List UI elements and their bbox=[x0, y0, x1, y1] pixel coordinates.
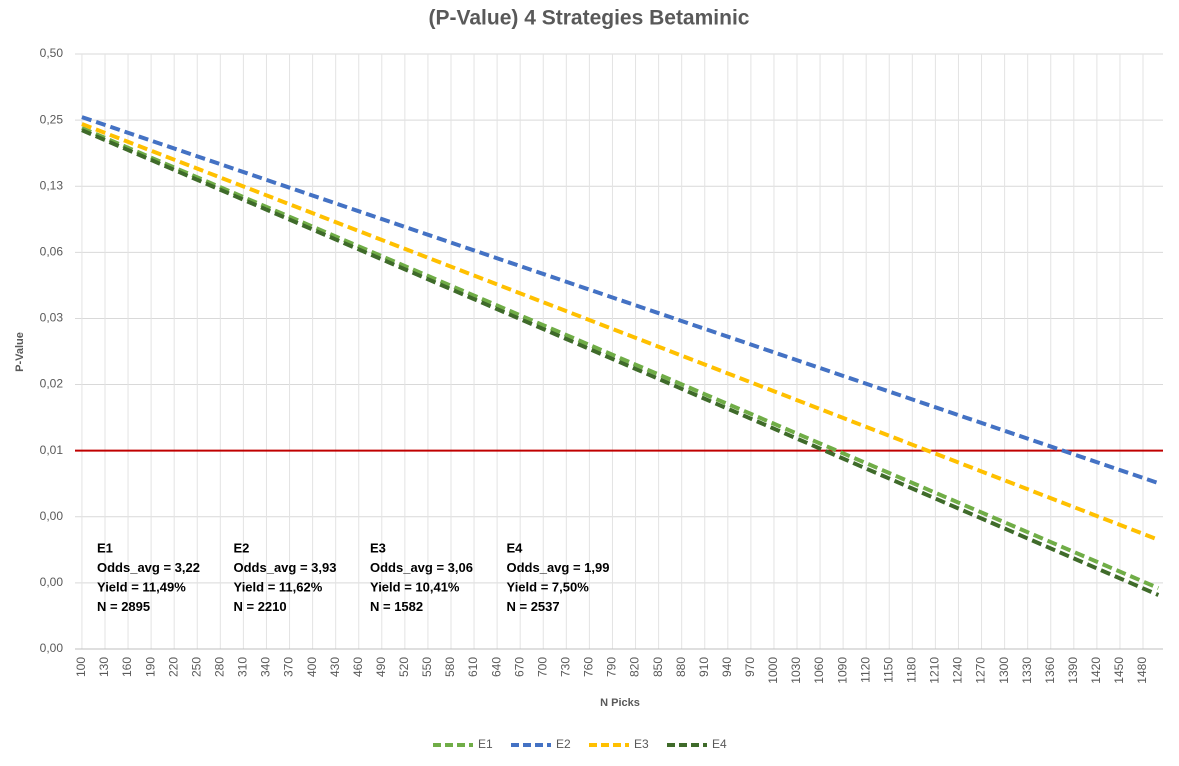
x-tick-label: 1090 bbox=[835, 657, 849, 684]
annotation: Odds_avg = 3,06 bbox=[370, 560, 473, 575]
x-tick-label: 100 bbox=[74, 657, 88, 677]
x-tick-label: 490 bbox=[374, 657, 388, 677]
x-tick-label: 670 bbox=[512, 657, 526, 677]
x-tick-label: 820 bbox=[628, 657, 642, 677]
y-axis-label: P-Value bbox=[14, 332, 26, 372]
y-tick-label: 0,01 bbox=[40, 443, 64, 457]
x-tick-label: 310 bbox=[236, 657, 250, 677]
y-tick-label: 0,00 bbox=[40, 509, 64, 523]
x-tick-label: 1210 bbox=[928, 657, 942, 684]
annotation: E2 bbox=[234, 540, 250, 555]
y-tick-label: 0,00 bbox=[40, 641, 64, 655]
x-tick-label: 130 bbox=[97, 657, 111, 677]
x-tick-label: 1390 bbox=[1066, 657, 1080, 684]
y-tick-label: 0,00 bbox=[40, 575, 64, 589]
x-tick-label: 940 bbox=[720, 657, 734, 677]
x-tick-label: 1120 bbox=[858, 657, 872, 683]
annotation: N = 2895 bbox=[97, 599, 150, 614]
y-tick-label: 0,03 bbox=[40, 311, 64, 325]
x-tick-label: 280 bbox=[212, 657, 226, 677]
x-tick-label: 610 bbox=[466, 657, 480, 677]
x-tick-label: 1030 bbox=[789, 657, 803, 684]
y-tick-label: 0,25 bbox=[40, 112, 64, 126]
x-tick-label: 460 bbox=[351, 657, 365, 677]
annotation: E1 bbox=[97, 540, 113, 555]
annotation: N = 2537 bbox=[507, 599, 560, 614]
annotation: Odds_avg = 1,99 bbox=[507, 560, 610, 575]
x-tick-label: 550 bbox=[420, 657, 434, 677]
x-axis-label: N Picks bbox=[600, 697, 640, 709]
x-tick-label: 1060 bbox=[812, 657, 826, 684]
annotation: E4 bbox=[507, 540, 524, 555]
annotation: N = 1582 bbox=[370, 599, 423, 614]
x-tick-label: 850 bbox=[651, 657, 665, 677]
x-tick-label: 1450 bbox=[1112, 657, 1126, 684]
x-tick-label: 520 bbox=[397, 657, 411, 677]
x-tick-label: 1240 bbox=[951, 657, 965, 684]
x-tick-label: 430 bbox=[328, 657, 342, 677]
y-tick-label: 0,50 bbox=[40, 46, 64, 60]
x-tick-label: 220 bbox=[166, 657, 180, 677]
x-tick-label: 1270 bbox=[974, 657, 988, 684]
annotation: Yield = 7,50% bbox=[507, 579, 590, 594]
annotation: Odds_avg = 3,22 bbox=[97, 560, 200, 575]
x-tick-label: 1360 bbox=[1043, 657, 1057, 684]
x-tick-label: 1180 bbox=[905, 657, 919, 683]
series-line bbox=[81, 115, 1160, 486]
x-tick-label: 340 bbox=[259, 657, 273, 677]
x-tick-label: 370 bbox=[282, 657, 296, 677]
x-tick-label: 1420 bbox=[1089, 657, 1103, 684]
series-line bbox=[81, 128, 1160, 597]
annotation: Yield = 11,49% bbox=[97, 579, 186, 594]
x-tick-label: 910 bbox=[697, 657, 711, 677]
x-tick-label: 1300 bbox=[997, 657, 1011, 684]
y-tick-label: 0,06 bbox=[40, 245, 64, 259]
series-line bbox=[81, 126, 1160, 590]
x-tick-label: 880 bbox=[674, 657, 688, 677]
annotation: Odds_avg = 3,93 bbox=[234, 560, 337, 575]
x-tick-label: 1150 bbox=[881, 657, 895, 683]
annotation: Yield = 10,41% bbox=[370, 579, 460, 594]
x-tick-label: 190 bbox=[143, 657, 157, 677]
x-tick-label: 1000 bbox=[766, 657, 780, 684]
x-tick-label: 970 bbox=[743, 657, 757, 677]
legend-label: E2 bbox=[556, 737, 571, 751]
legend-label: E3 bbox=[634, 737, 649, 751]
x-tick-label: 160 bbox=[120, 657, 134, 677]
x-tick-label: 1480 bbox=[1135, 657, 1149, 684]
x-tick-label: 760 bbox=[582, 657, 596, 677]
x-tick-label: 580 bbox=[443, 657, 457, 677]
x-tick-label: 790 bbox=[605, 657, 619, 677]
x-tick-label: 700 bbox=[535, 657, 549, 677]
x-tick-label: 640 bbox=[489, 657, 503, 677]
annotation: E3 bbox=[370, 540, 386, 555]
x-tick-label: 1330 bbox=[1020, 657, 1034, 684]
annotation: Yield = 11,62% bbox=[234, 579, 323, 594]
x-tick-label: 730 bbox=[559, 657, 573, 677]
chart-title: (P-Value) 4 Strategies Betaminic bbox=[429, 7, 750, 30]
x-tick-label: 400 bbox=[305, 657, 319, 677]
y-tick-label: 0,13 bbox=[40, 178, 64, 192]
legend-label: E1 bbox=[478, 737, 493, 751]
x-tick-label: 250 bbox=[189, 657, 203, 677]
legend-label: E4 bbox=[712, 737, 727, 751]
annotation: N = 2210 bbox=[234, 599, 287, 614]
series-line bbox=[81, 122, 1160, 542]
y-tick-label: 0,02 bbox=[40, 377, 64, 391]
